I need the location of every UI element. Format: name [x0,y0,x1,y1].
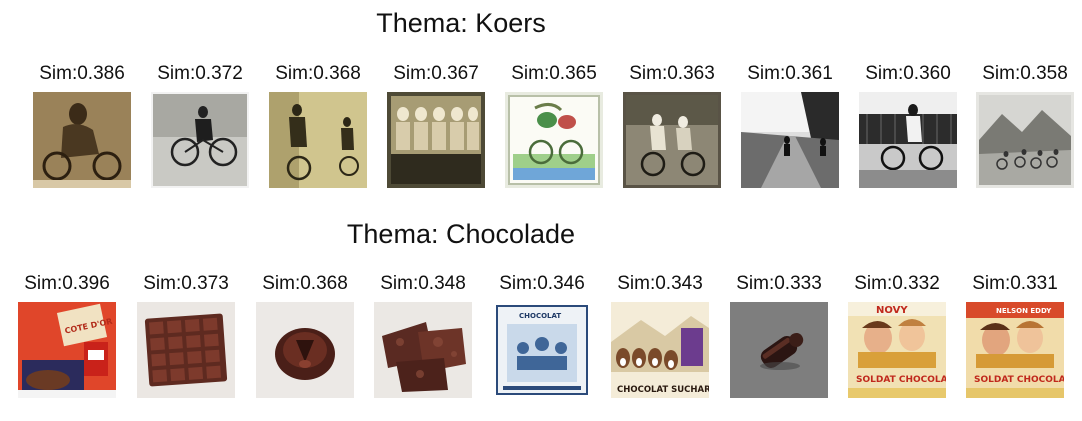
chocolate-pieces-image [374,302,472,398]
cyclist-on-bicycle-photo-image [151,92,249,188]
result-item[interactable]: Sim:0.368 [259,62,377,188]
cyclists-group-street-photo-image [269,92,367,188]
suchard-label: CHOCOLAT SUCHARD [617,385,709,395]
result-item[interactable]: Sim:0.343 CHOCOLAT SUCHARD [601,272,719,398]
theme-title-koers: Thema: Koers [376,8,546,38]
result-item[interactable]: Sim:0.332 NOVY SOLDAT CHOCOLAT [838,272,956,398]
similarity-score: Sim:0.331 [972,273,1058,294]
result-item[interactable]: Sim:0.361 [731,62,849,188]
chocolat-suchard-ad-image: CHOCOLAT SUCHARD [611,302,709,398]
result-item[interactable]: Sim:0.331 NELSON EDDY SOLDAT CHOCOLAT [956,272,1074,398]
result-item[interactable]: Sim:0.386 [23,62,141,188]
mountain-cyclists-photo-image [976,92,1074,188]
similarity-score: Sim:0.396 [24,273,110,294]
result-item[interactable]: Sim:0.346 CHOCOLAT [483,272,601,398]
similarity-score: Sim:0.363 [629,63,715,84]
similarity-score: Sim:0.358 [982,63,1068,84]
chocolate-cylinder-object-image [730,302,828,398]
result-item[interactable]: Sim:0.396 COTE D'OR [8,272,126,398]
similarity-score: Sim:0.346 [499,273,585,294]
result-item[interactable]: Sim:0.372 [141,62,259,188]
cyclist-by-fence-photo-image [859,92,957,188]
result-row-koers: Sim:0.386 Sim:0.372 Sim:0.368 Sim:0.367 … [0,62,1082,202]
similarity-score: Sim:0.360 [865,63,951,84]
similarity-score: Sim:0.332 [854,273,940,294]
women-with-bicycles-photo-image [387,92,485,188]
similarity-score: Sim:0.368 [262,273,348,294]
poster-bottom-label: SOLDAT CHOCOLAT [856,375,946,385]
chocolate-packaging-red-image: COTE D'OR [18,302,116,398]
result-item[interactable]: Sim:0.373 [127,272,245,398]
similarity-score: Sim:0.365 [511,63,597,84]
wrapper-label: CHOCOLAT [519,312,561,320]
chocolate-wrapper-blue-image: CHOCOLAT [493,302,591,398]
result-item[interactable]: Sim:0.365 [495,62,613,188]
poster-top-label: NELSON EDDY [996,307,1052,315]
result-item[interactable]: Sim:0.368 [246,272,364,398]
similarity-score: Sim:0.386 [39,63,125,84]
theme-title-chocolade: Thema: Chocolade [346,219,576,249]
chocolate-bowl-object-image [256,302,354,398]
poster-top-label: NOVY [876,305,908,316]
chocolate-bar-image [137,302,235,398]
similarity-score: Sim:0.361 [747,63,833,84]
similarity-score: Sim:0.348 [380,273,466,294]
illustrated-bicycle-card-image [505,92,603,188]
similarity-score: Sim:0.333 [736,273,822,294]
result-item[interactable]: Sim:0.333 [720,272,838,398]
similarity-score: Sim:0.343 [617,273,703,294]
similarity-score: Sim:0.367 [393,63,479,84]
road-cyclists-photo-image [741,92,839,188]
result-item[interactable]: Sim:0.348 [364,272,482,398]
result-item[interactable]: Sim:0.358 [966,62,1082,188]
movie-poster-soldat-chocolat-image: NOVY SOLDAT CHOCOLAT [848,302,946,398]
cyclist-portrait-sepia-image [33,92,131,188]
similarity-score: Sim:0.368 [275,63,361,84]
result-item[interactable]: Sim:0.363 [613,62,731,188]
movie-poster-soldat-chocolat-image: NELSON EDDY SOLDAT CHOCOLAT [966,302,1064,398]
similarity-score: Sim:0.373 [143,273,229,294]
result-item[interactable]: Sim:0.367 [377,62,495,188]
similarity-score: Sim:0.372 [157,63,243,84]
result-row-chocolade: Sim:0.396 COTE D'OR Sim:0.373 Sim:0.368 … [0,272,1082,412]
poster-bottom-label: SOLDAT CHOCOLAT [974,375,1064,385]
two-cyclists-photo-image [623,92,721,188]
result-item[interactable]: Sim:0.360 [849,62,967,188]
